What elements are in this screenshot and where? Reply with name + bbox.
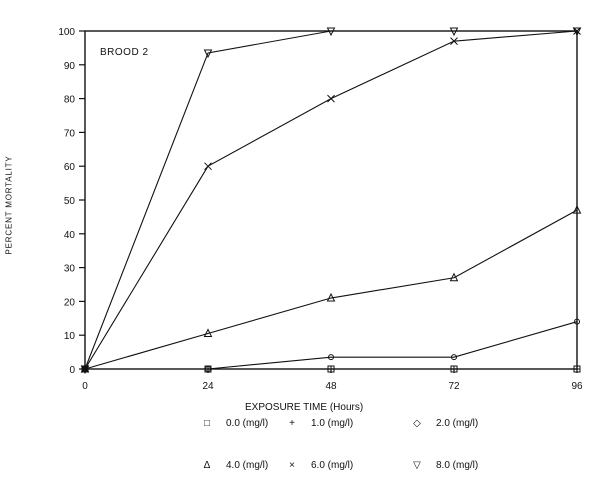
y-tick-label: 80 — [64, 95, 76, 106]
legend-item: ◇ 2.0 (mg/l) — [410, 418, 478, 429]
triangle-down-marker-icon — [326, 27, 336, 37]
x-tick-label: 96 — [571, 381, 583, 392]
y-tick-label: 0 — [69, 365, 75, 376]
diamond-marker-icon — [451, 354, 457, 361]
x-marker-icon — [327, 94, 335, 103]
series-line — [85, 321, 578, 370]
triangle-down-marker-icon — [203, 49, 213, 59]
x-axis-label: EXPOSURE TIME (Hours) — [245, 402, 364, 413]
x-marker-icon — [450, 37, 458, 45]
y-tick-label: 90 — [64, 61, 76, 72]
plot-frame — [84, 30, 578, 370]
legend-item: × 6.0 (mg/l) — [285, 460, 353, 471]
triangle-up-marker-icon — [203, 328, 213, 338]
x-tick-label: 72 — [448, 381, 460, 392]
series-line — [84, 209, 578, 370]
diamond-marker-icon — [205, 366, 211, 372]
legend-item: □ 0.0 (mg/l) — [200, 418, 268, 429]
x-marker-icon — [81, 365, 89, 373]
triangle-up-marker-icon — [449, 272, 459, 282]
plot-axes: 0 10 20 30 40 50 60 70 80 90 100 0 24 48 72 96 — [58, 27, 583, 392]
y-tick-label: 70 — [64, 128, 76, 139]
triangle-down-marker-icon — [572, 27, 582, 37]
x-tick-label: 48 — [325, 381, 337, 392]
legend-item: ▽ 8.0 (mg/l) — [410, 460, 478, 471]
triangle-up-marker-icon — [326, 292, 336, 302]
series-line — [84, 30, 578, 370]
triangle-down-marker-icon — [80, 365, 90, 375]
y-tick-label: 50 — [64, 196, 76, 207]
diamond-marker-icon — [328, 354, 334, 361]
plus-marker-icon: + — [289, 418, 295, 429]
series-line — [84, 30, 577, 370]
triangle-down-marker-icon — [449, 27, 459, 37]
plus-marker-icon — [328, 366, 334, 372]
y-tick-label: 20 — [64, 297, 76, 308]
triangle-down-marker-icon: ▽ — [413, 460, 421, 471]
x-marker-icon: × — [289, 460, 295, 471]
legend-item: +1.0 (mg/l) — [285, 418, 353, 429]
plus-marker-icon — [574, 366, 580, 372]
y-tick-label: 100 — [58, 27, 75, 38]
triangle-up-marker-icon — [572, 205, 582, 214]
y-tick-label: 10 — [64, 331, 76, 342]
x-marker-icon — [204, 162, 212, 171]
triangle-up-marker-icon: Δ — [203, 460, 211, 471]
plus-marker-icon — [451, 366, 457, 372]
series-markers — [80, 27, 582, 375]
x-tick-label: 0 — [82, 381, 88, 392]
y-tick-label: 40 — [64, 230, 76, 241]
diamond-marker-icon: ◇ — [413, 418, 421, 429]
legend-item: Δ 4.0 (mg/l) — [200, 460, 269, 471]
square-marker-icon: □ — [203, 418, 211, 429]
y-tick-label: 60 — [64, 162, 76, 173]
x-marker-icon — [573, 27, 581, 35]
chart-title: BROOD 2 — [100, 47, 149, 58]
y-tick-label: 30 — [64, 264, 76, 275]
diamond-marker-icon — [574, 318, 580, 325]
x-tick-label: 24 — [202, 381, 214, 392]
series-lines — [84, 30, 578, 370]
y-axis-label: PERCENT MORTALITY — [4, 155, 14, 255]
